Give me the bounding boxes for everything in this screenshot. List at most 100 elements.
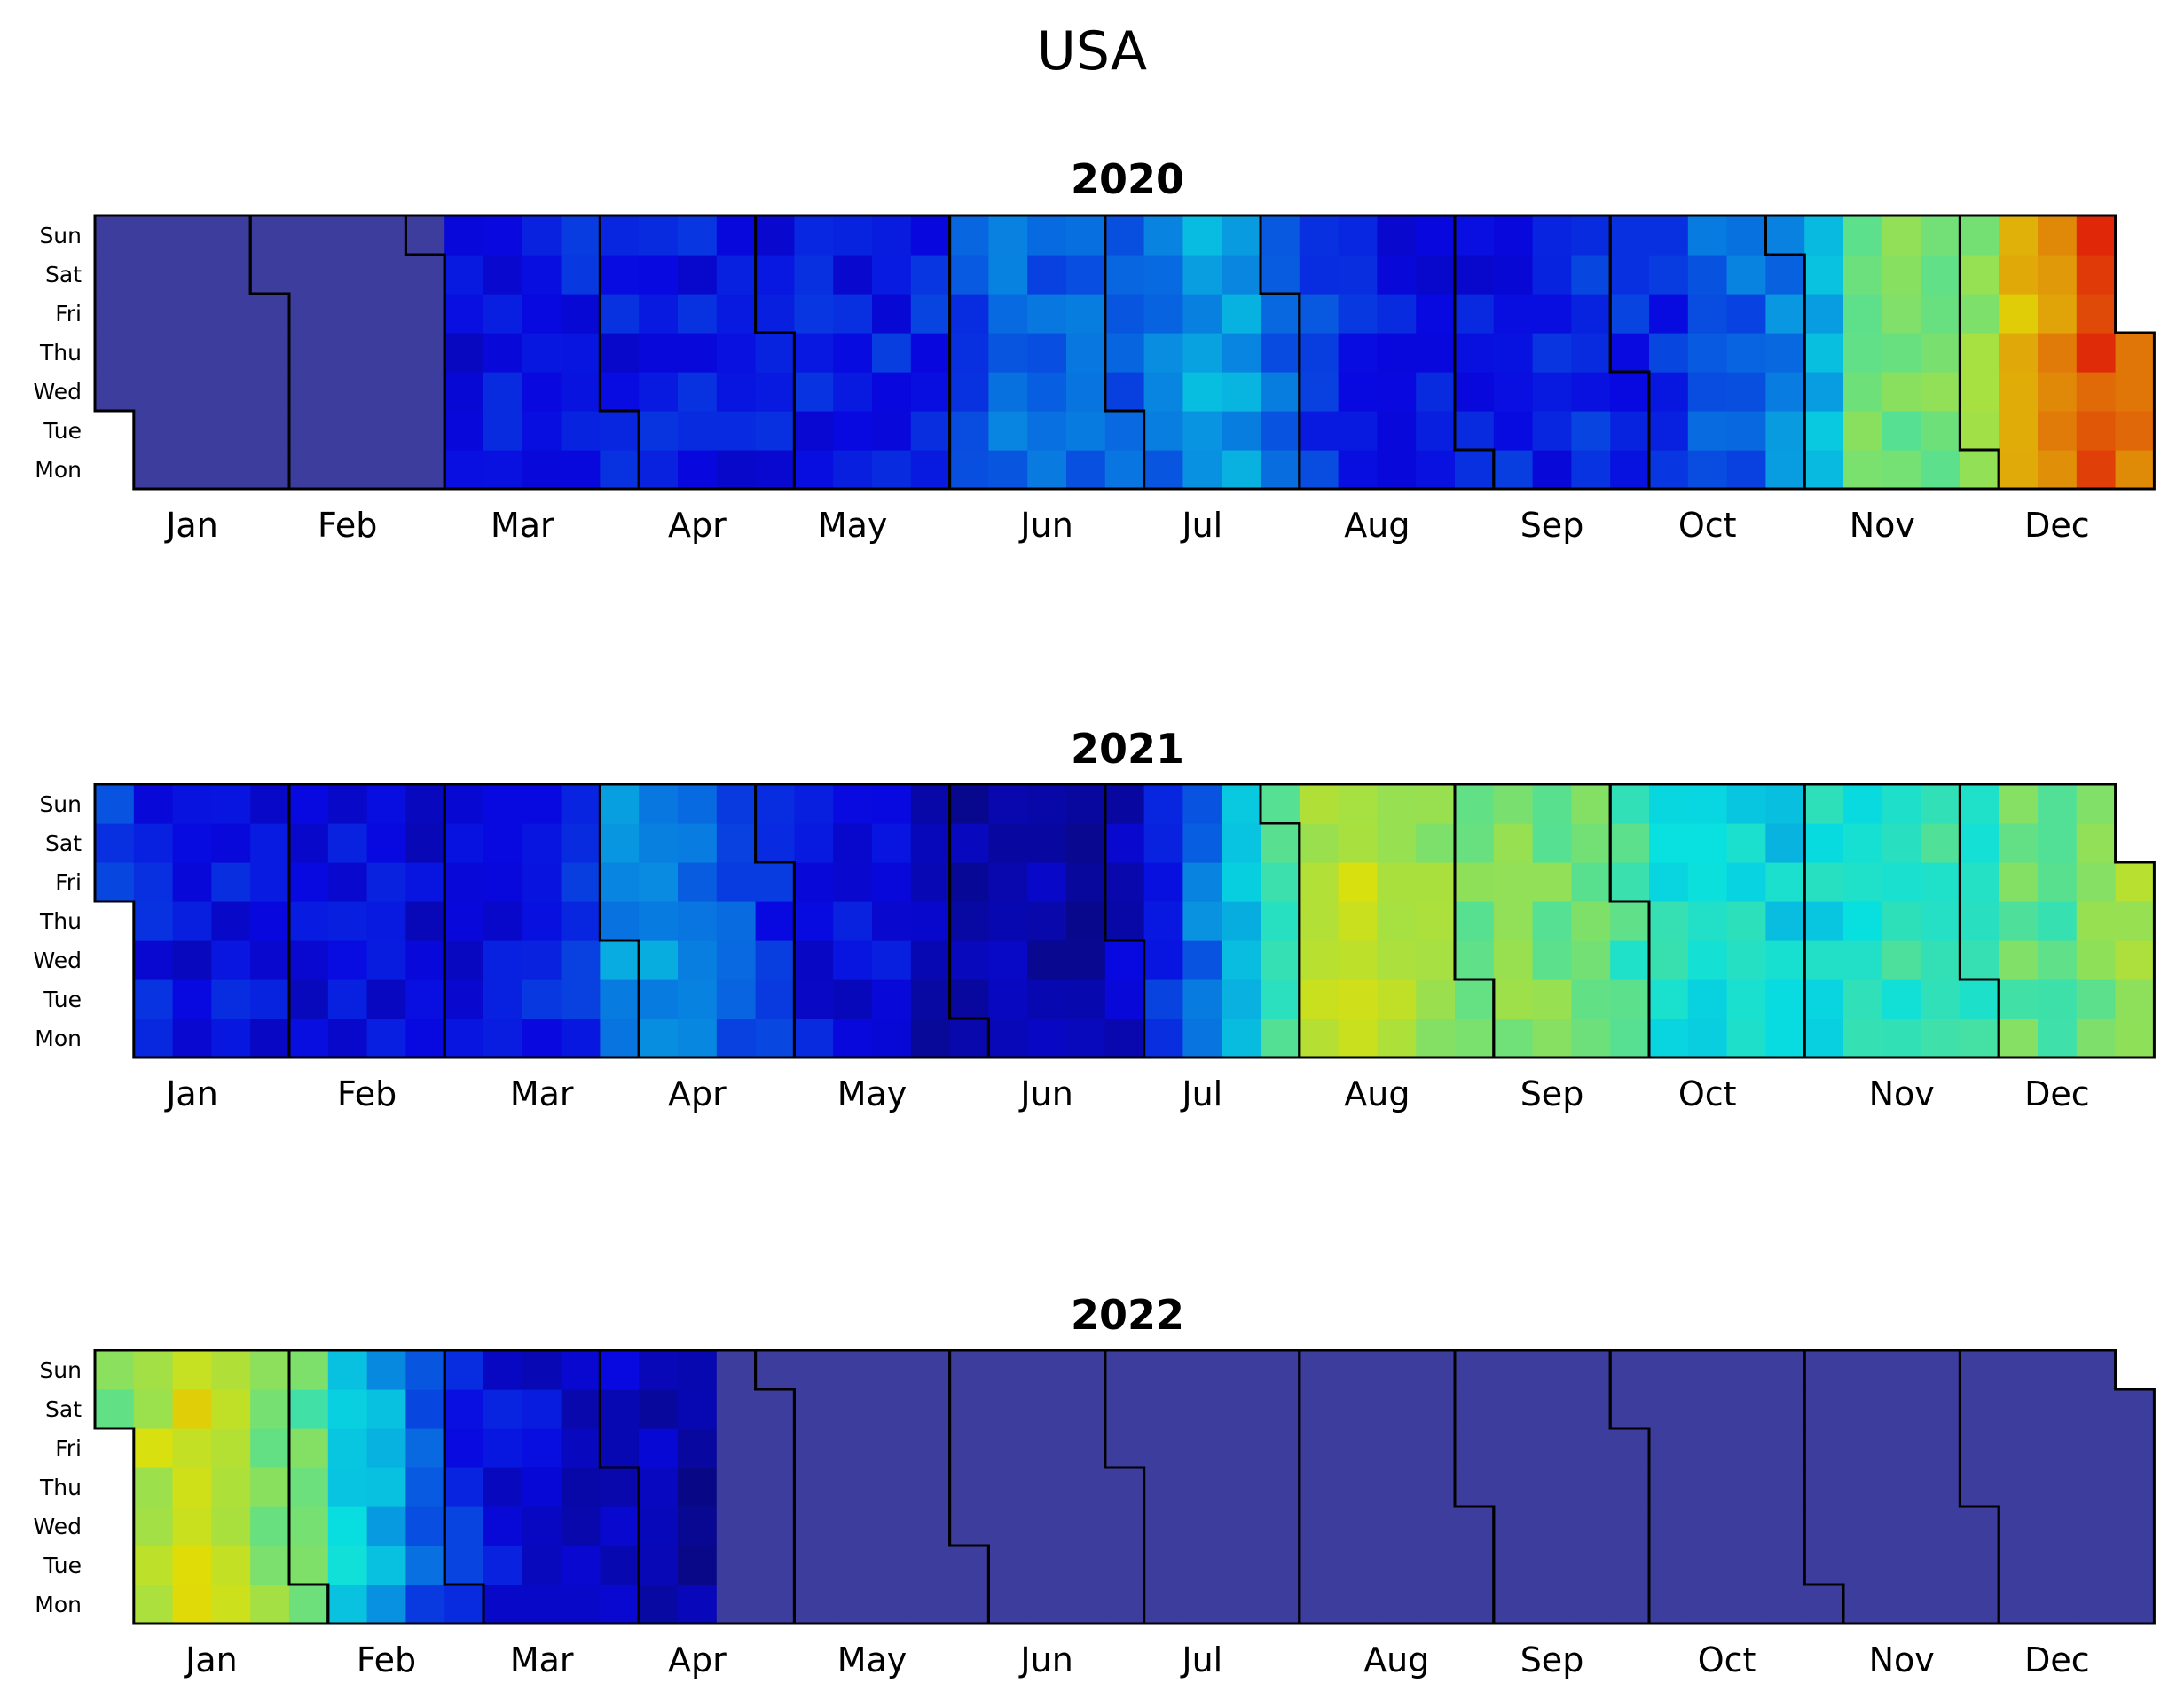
day-cell xyxy=(522,1506,562,1546)
day-cell xyxy=(1299,784,1339,824)
day-cell xyxy=(444,1350,484,1390)
day-cell xyxy=(639,1585,679,1624)
day-cell xyxy=(910,333,951,373)
day-cell xyxy=(1687,255,1728,295)
day-cell xyxy=(1222,901,1261,941)
day-cell xyxy=(1027,372,1067,412)
day-cell xyxy=(1493,940,1534,980)
day-cell xyxy=(561,411,601,451)
day-cell xyxy=(522,411,562,451)
month-label: Feb xyxy=(357,1640,416,1679)
month-label: Jun xyxy=(1018,506,1072,545)
day-cell xyxy=(988,216,1028,256)
day-cell xyxy=(1921,862,1960,902)
day-cell xyxy=(639,333,679,373)
day-cell xyxy=(366,411,406,451)
day-cell xyxy=(444,979,484,1019)
day-cell xyxy=(327,333,368,373)
day-cell xyxy=(1687,294,1728,334)
day-cell xyxy=(405,784,445,824)
day-cell xyxy=(250,1019,290,1058)
day-cell xyxy=(1493,372,1534,412)
day-cell xyxy=(1921,1506,1960,1546)
day-cell xyxy=(1338,411,1378,451)
day-cell xyxy=(794,979,834,1019)
day-cell xyxy=(1960,784,1999,824)
day-cell xyxy=(1299,294,1339,334)
day-cell xyxy=(1261,862,1300,902)
day-cell xyxy=(1765,1585,1805,1624)
day-cell xyxy=(1843,823,1883,863)
day-cell xyxy=(1377,940,1417,980)
day-cell xyxy=(1377,216,1417,256)
day-cell xyxy=(444,450,484,490)
day-cell xyxy=(949,1467,989,1507)
day-cell xyxy=(405,1546,445,1585)
day-cell xyxy=(366,333,406,373)
day-cell xyxy=(1455,1585,1495,1624)
day-cell xyxy=(1261,1389,1300,1429)
day-cell xyxy=(1804,940,1844,980)
day-cell xyxy=(2076,1019,2117,1058)
day-cell xyxy=(949,1585,989,1624)
day-cell xyxy=(366,784,406,824)
day-cell xyxy=(1066,1019,1106,1058)
day-cell xyxy=(1532,333,1572,373)
day-cell xyxy=(1066,1585,1106,1624)
day-cell xyxy=(1999,1506,2039,1546)
day-cell xyxy=(910,784,951,824)
day-cell xyxy=(1610,333,1650,373)
day-cell xyxy=(405,1389,445,1429)
day-cell xyxy=(2115,901,2155,941)
day-cell xyxy=(678,1350,718,1390)
day-cell xyxy=(289,372,329,412)
day-cell xyxy=(483,1428,523,1468)
day-cell xyxy=(211,862,251,902)
day-cell xyxy=(1649,1467,1689,1507)
month-label: Jan xyxy=(164,506,218,545)
day-cell xyxy=(1921,1350,1960,1390)
day-cell xyxy=(1571,372,1611,412)
day-cell xyxy=(1571,784,1611,824)
day-cell xyxy=(1182,979,1222,1019)
month-label: May xyxy=(818,506,888,545)
day-cell xyxy=(1104,1467,1145,1507)
day-cell xyxy=(2038,1546,2078,1585)
day-cell xyxy=(405,1350,445,1390)
day-cell xyxy=(133,784,174,824)
day-cell xyxy=(561,979,601,1019)
day-cell xyxy=(1027,1467,1067,1507)
day-cell xyxy=(833,1585,873,1624)
day-cell xyxy=(1299,901,1339,941)
day-cell xyxy=(755,1019,795,1058)
day-cell xyxy=(483,901,523,941)
day-cell xyxy=(1455,294,1495,334)
day-cell xyxy=(1999,1467,2039,1507)
day-cell xyxy=(250,294,290,334)
day-cell xyxy=(1571,940,1611,980)
day-cell xyxy=(1143,1467,1183,1507)
day-cell xyxy=(405,1019,445,1058)
day-cell xyxy=(1921,333,1960,373)
day-cell xyxy=(172,1389,212,1429)
day-cell xyxy=(1649,940,1689,980)
day-cell xyxy=(1261,1019,1300,1058)
day-cell xyxy=(794,940,834,980)
day-cell xyxy=(716,1585,757,1624)
day-cell xyxy=(1804,411,1844,451)
day-cell xyxy=(1999,862,2039,902)
day-cell xyxy=(172,823,212,863)
day-cell xyxy=(1493,862,1534,902)
day-cell xyxy=(2076,411,2117,451)
day-cell xyxy=(755,1506,795,1546)
month-label: Apr xyxy=(668,1074,727,1113)
day-cell xyxy=(1843,1389,1883,1429)
day-cell xyxy=(872,333,912,373)
day-cell xyxy=(1182,823,1222,863)
day-cell xyxy=(522,294,562,334)
day-cell xyxy=(327,862,368,902)
day-cell xyxy=(988,1546,1028,1585)
day-cell xyxy=(327,1546,368,1585)
day-cell xyxy=(483,1350,523,1390)
day-cell xyxy=(561,1546,601,1585)
